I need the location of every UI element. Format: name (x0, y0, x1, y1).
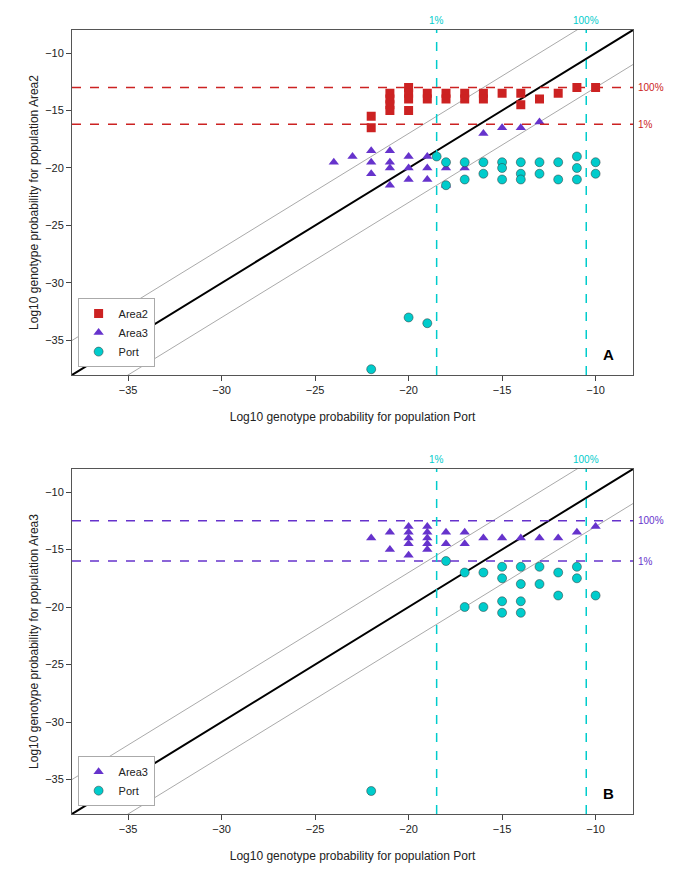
svg-text:−35: −35 (119, 823, 138, 835)
svg-text:−25: −25 (306, 823, 325, 835)
svg-text:−15: −15 (45, 104, 64, 116)
svg-text:−20: −20 (45, 601, 64, 613)
svg-text:−30: −30 (212, 384, 231, 396)
svg-text:−20: −20 (399, 384, 418, 396)
svg-text:−35: −35 (45, 773, 64, 785)
svg-text:−10: −10 (45, 47, 64, 59)
svg-text:−25: −25 (45, 219, 64, 231)
svg-text:−25: −25 (45, 658, 64, 670)
svg-text:Log10 genotype probability for: Log10 genotype probability for populatio… (27, 75, 41, 330)
svg-text:1%: 1% (429, 15, 444, 26)
svg-text:−15: −15 (45, 543, 64, 555)
svg-text:1%: 1% (429, 454, 444, 465)
svg-text:−25: −25 (306, 384, 325, 396)
svg-text:B: B (603, 785, 614, 802)
svg-text:−10: −10 (586, 384, 605, 396)
svg-text:−10: −10 (45, 486, 64, 498)
svg-text:−20: −20 (399, 823, 418, 835)
svg-text:100%: 100% (573, 15, 599, 26)
svg-text:Log10 genotype probability for: Log10 genotype probability for populatio… (230, 849, 476, 863)
svg-text:−20: −20 (45, 162, 64, 174)
svg-text:Area2: Area2 (119, 308, 148, 320)
svg-text:100%: 100% (638, 82, 664, 93)
svg-text:−15: −15 (493, 384, 512, 396)
svg-text:−15: −15 (493, 823, 512, 835)
svg-text:Port: Port (119, 785, 139, 797)
svg-text:−35: −35 (119, 384, 138, 396)
svg-text:100%: 100% (573, 454, 599, 465)
svg-text:Port: Port (119, 346, 139, 358)
svg-text:−30: −30 (212, 823, 231, 835)
svg-text:−30: −30 (45, 277, 64, 289)
svg-text:−10: −10 (586, 823, 605, 835)
svg-text:100%: 100% (638, 515, 664, 526)
svg-text:−30: −30 (45, 716, 64, 728)
svg-text:A: A (603, 346, 614, 363)
svg-text:−35: −35 (45, 334, 64, 346)
svg-text:Area3: Area3 (119, 766, 148, 778)
svg-text:Log10 genotype probability for: Log10 genotype probability for populatio… (230, 410, 476, 424)
svg-text:1%: 1% (638, 119, 653, 130)
svg-text:Log10 genotype probability for: Log10 genotype probability for populatio… (27, 514, 41, 769)
svg-text:1%: 1% (638, 556, 653, 567)
svg-text:Area3: Area3 (119, 327, 148, 339)
